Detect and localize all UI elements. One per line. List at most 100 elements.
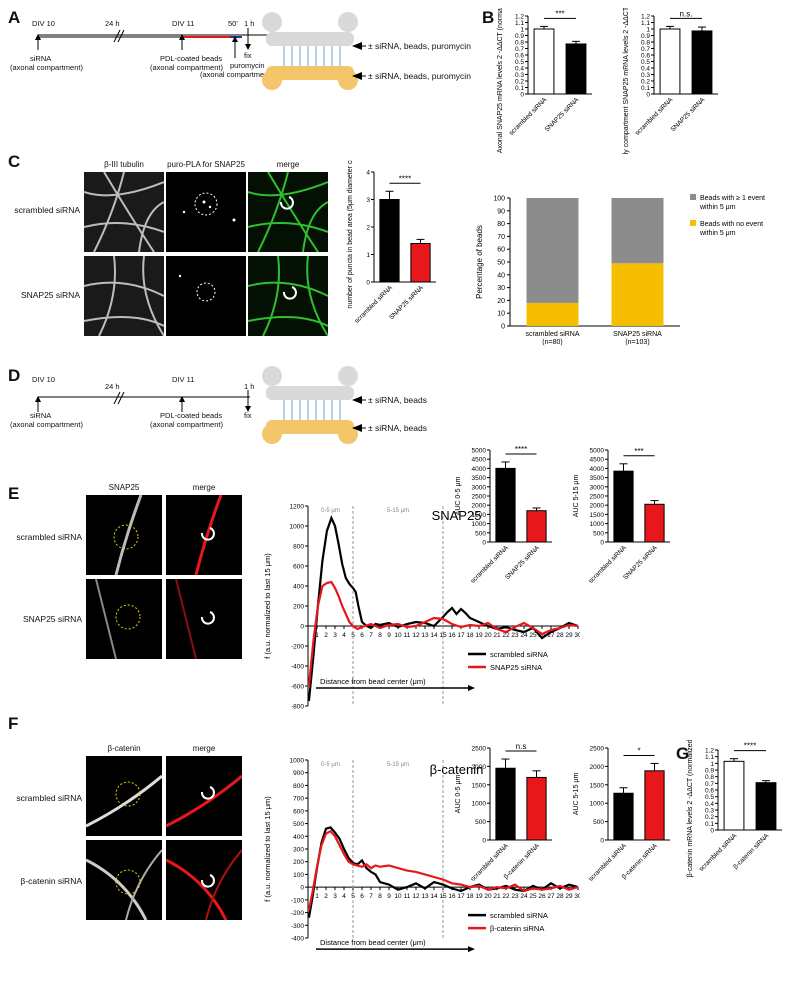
y-tick-label: 2000 [590,764,605,771]
stacked-bar-segment [526,198,579,303]
timeline-d-beads: PDL-coated beads [160,411,223,420]
chamber-d-top-label: ± siRNA, beads [368,395,427,405]
bar [613,470,634,543]
x-tick-label: 8 [378,632,382,639]
panel-label-a: A [8,8,21,27]
y-tick-label: 0.7 [705,781,714,788]
bar [644,770,665,841]
y-axis-label: f (a.u. normalized to last 15 μm) [263,796,272,902]
y-tick-label: 3 [366,197,370,204]
x-tick-label: 23 [511,893,519,900]
y-tick-label: 4500 [472,457,487,464]
y-tick-label: 10 [497,311,505,318]
y-tick-label: 0 [710,828,714,835]
y-tick-label: 80 [497,221,505,228]
timeline-a-beads: PDL-coated beads [160,54,223,63]
timeline-a-sirna-comp: (axonal compartment) [10,63,83,72]
y-tick-label: 1000 [472,801,487,808]
micro-c-row-scrambled: scrambled siRNA [14,205,80,215]
x-tick-label: 30 [574,893,580,900]
x-tick-label: 29 [565,632,573,639]
micro-e-snap25-scrambled [86,495,162,575]
x-tick-label: 27 [547,632,555,639]
y-tick-label: 1500 [472,782,487,789]
x-axis-label: Distance from bead center (μm) [320,677,426,686]
chart-title: SNAP25 [432,508,482,523]
y-tick-label: 1.1 [641,20,650,27]
micro-f-bcat-scrambled [86,756,162,836]
timeline-a-puro-comp: (axonal compartment) [200,70,273,79]
x-tick-label: 11 [404,893,411,900]
micro-f-title-2: merge [192,744,216,753]
y-tick-label: 40 [497,272,505,279]
x-tick-label: 7 [369,632,373,639]
bar [526,510,547,543]
timeline-d-sirna-comp: (axonal compartment) [10,420,83,429]
y-tick-label: 800 [293,783,304,790]
y-tick-label: 1200 [290,504,305,511]
y-tick-label: 0.3 [641,72,650,79]
panel-label-c: C [8,152,21,171]
chamber-a-bottom-label: ± siRNA, beads, puromycin [368,71,471,81]
micro-c-row-snap25: SNAP25 siRNA [20,290,80,300]
y-tick-label: 500 [475,819,486,826]
significance-label: n.s. [680,9,693,18]
y-axis-label: number of puncta in bead area (5μm diame… [347,160,354,309]
micro-e-snap25-snap25 [86,579,162,659]
stacked-bar-segment [611,198,664,264]
y-axis-label: AUC 0-5 μm [455,477,462,516]
y-tick-label: 90 [497,208,505,215]
micro-e-row-scrambled: scrambled siRNA [16,532,82,542]
bar [526,776,547,841]
y-tick-label: 1000 [290,758,305,765]
y-tick-label: 0.1 [641,85,650,92]
x-tick-label: SNAP25 siRNA [544,96,581,133]
y-tick-label: 0.1 [515,85,524,92]
y-tick-label: 5000 [590,448,605,455]
micro-c-merge-scrambled [248,172,328,252]
y-tick-label: 0.9 [641,33,650,40]
y-tick-label: 3500 [472,475,487,482]
y-tick-label: 0.5 [641,59,650,66]
x-tick-label: 13 [421,893,429,900]
y-tick-label: 100 [493,196,505,203]
x-tick-label: scrambled siRNA [469,544,510,585]
y-tick-label: 1 [646,27,650,34]
panel-label-f: F [8,714,19,733]
timeline-a-1h: 1 h [244,19,255,28]
micro-c-tubulin-snap25 [84,256,164,336]
y-tick-label: 5000 [472,448,487,455]
micro-e-title-1: SNAP25 [108,483,140,492]
micro-c-title-2: puro-PLA for SNAP25 [167,160,245,169]
x-tick-label: 21 [493,632,501,639]
x-tick-label: 22 [502,632,510,639]
bar [495,467,516,543]
microfluidic-chamber-a [262,12,358,90]
y-tick-label: 1 [366,252,370,259]
y-tick-label: 1 [710,761,714,768]
bar [495,767,516,841]
y-tick-label: 300 [293,847,304,854]
bar [613,792,634,841]
y-tick-label: 1000 [590,521,605,528]
legend-swatch [690,194,696,200]
x-tick-label: 5 [351,632,355,639]
y-tick-label: 1000 [290,524,305,531]
bar [379,199,400,283]
y-tick-label: 2000 [590,503,605,510]
y-tick-label: 0 [300,885,304,892]
y-tick-label: 2000 [472,503,487,510]
region-label: 0-5 μm [321,762,340,768]
x-tick-label: 29 [565,893,573,900]
x-axis-arrowhead [468,946,475,953]
chart-title: β-catenin [430,762,484,777]
y-axis-label: AUC 5-15 μm [573,475,580,518]
y-tick-label: 1.2 [515,14,524,21]
x-tick-label: 25 [529,893,537,900]
y-tick-label: 500 [593,530,604,537]
x-tick-label: 2 [324,893,328,900]
x-tick-label: 4 [342,632,346,639]
x-tick-label: 26 [538,632,546,639]
